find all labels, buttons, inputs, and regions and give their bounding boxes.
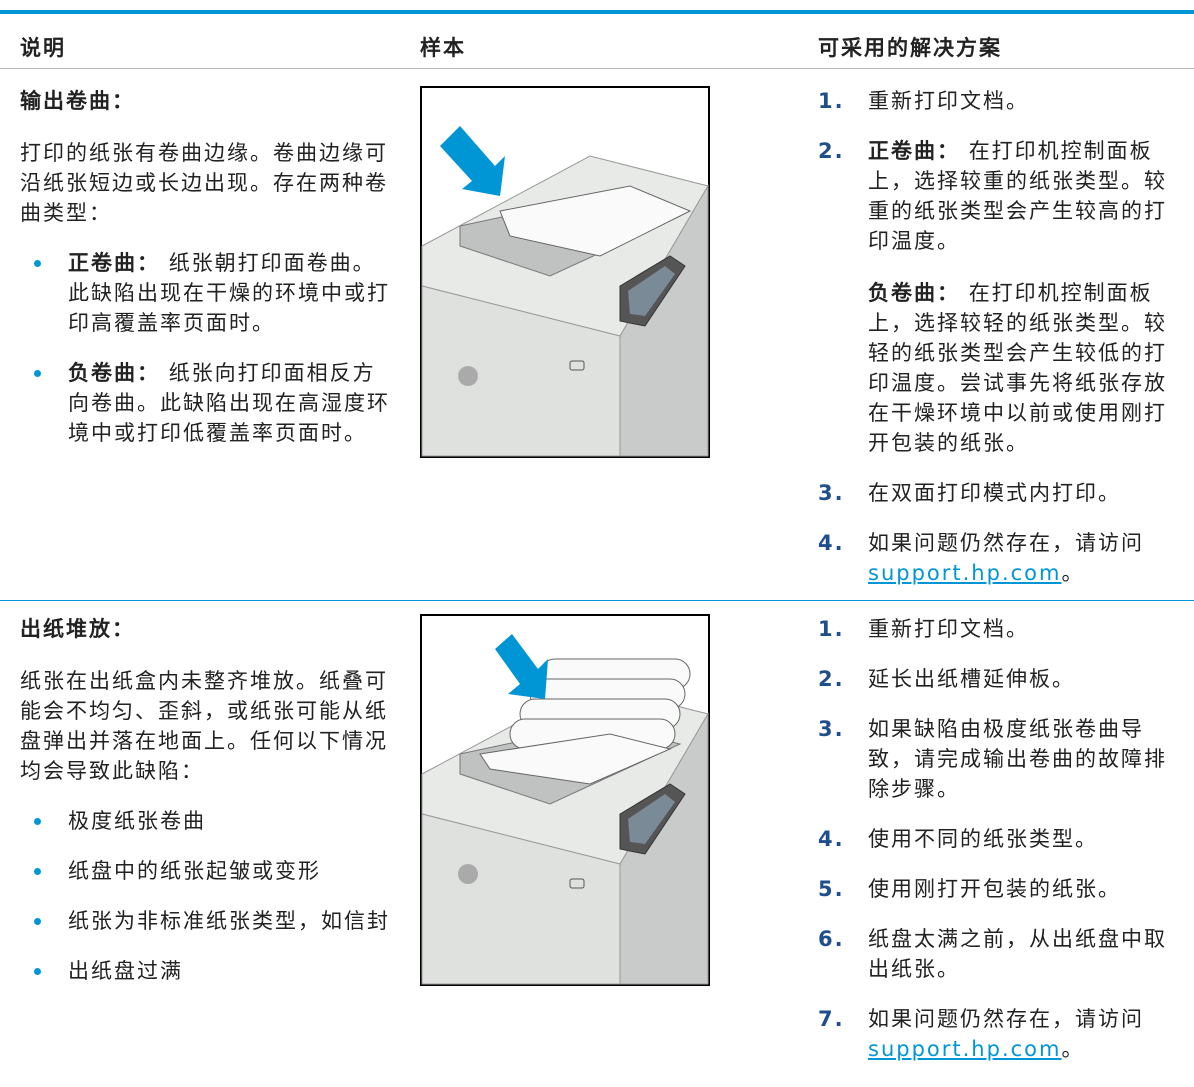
solutions-cell: 1. 重新打印文档。 2. 延长出纸槽延伸板。 3. 如果缺陷由极度纸张卷曲导致，请完… — [818, 614, 1188, 1084]
step: 2. 正卷曲： 在打印机控制面板上，选择较重的纸张类型。较重的纸张类型会产生较高的… — [818, 136, 1188, 458]
step: 1. 重新打印文档。 — [818, 86, 1188, 116]
step-number: 5. — [818, 877, 845, 901]
bullet: 纸盘中的纸张起皱或变形 — [20, 856, 390, 886]
bullet: 纸张为非标准纸张类型，如信封 — [20, 906, 390, 936]
step-number: 7. — [818, 1007, 845, 1031]
top-rule — [0, 10, 1194, 14]
bullet-text: 纸张朝打印面卷曲。此缺陷出现在干燥的环境中或打印高覆盖率页面时。 — [68, 251, 390, 335]
row-title: 输出卷曲： — [20, 89, 135, 113]
step-text: 纸盘太满之前，从出纸盘中取出纸张。 — [868, 927, 1167, 981]
description-cell: 出纸堆放： 纸张在出纸盒内未整齐堆放。纸叠可能会不均匀、歪斜，或纸张可能从纸盘弹… — [20, 614, 388, 1006]
step-text: 如果缺陷由极度纸张卷曲导致，请完成输出卷曲的故障排除步骤。 — [868, 717, 1167, 801]
step-text: 使用刚打开包装的纸张。 — [868, 877, 1121, 901]
step-label: 负卷曲： — [868, 281, 960, 305]
intro: 纸张在出纸盒内未整齐堆放。纸叠可能会不均匀、歪斜，或纸张可能从纸盘弹出并落在地面… — [20, 669, 388, 783]
step: 5. 使用刚打开包装的纸张。 — [818, 874, 1188, 904]
step: 2. 延长出纸槽延伸板。 — [818, 664, 1188, 694]
step-number: 2. — [818, 139, 845, 163]
step-text: 。 — [1061, 1037, 1085, 1061]
step-text: 在打印机控制面板上，选择较重的纸张类型。较重的纸张类型会产生较高的打印温度。 — [868, 139, 1167, 253]
step-text: 。 — [1061, 561, 1085, 585]
solutions-cell: 1. 重新打印文档。 2. 正卷曲： 在打印机控制面板上，选择较重的纸张类型。较重的… — [818, 86, 1188, 608]
sample-cell — [420, 86, 710, 458]
step-number: 4. — [818, 531, 845, 555]
step: 1. 重新打印文档。 — [818, 614, 1188, 644]
step: 3. 如果缺陷由极度纸张卷曲导致，请完成输出卷曲的故障排除步骤。 — [818, 714, 1188, 804]
step-number: 6. — [818, 927, 845, 951]
step-text: 如果问题仍然存在，请访问 — [868, 1007, 1144, 1031]
step-number: 4. — [818, 827, 845, 851]
step-text: 如果问题仍然存在，请访问 — [868, 531, 1144, 555]
row-title: 出纸堆放： — [20, 617, 135, 641]
column-header: 说明 — [20, 36, 66, 60]
step: 3. 在双面打印模式内打印。 — [818, 478, 1188, 508]
bullet: 极度纸张卷曲 — [20, 806, 390, 836]
table-header: 说明 样本 可采用的解决方案 — [0, 28, 1194, 69]
step: 7. 如果问题仍然存在，请访问 support.hp.com。 — [818, 1004, 1188, 1064]
bullet: 负卷曲： 纸张向打印面相反方向卷曲。此缺陷出现在高湿度环境中或打印低覆盖率页面时… — [20, 358, 390, 448]
step-number: 3. — [818, 717, 845, 741]
description-cell: 输出卷曲： 打印的纸张有卷曲边缘。卷曲边缘可沿纸张短边或长边出现。存在两种卷曲类… — [20, 86, 388, 468]
step-text: 重新打印文档。 — [868, 89, 1029, 113]
step-number: 1. — [818, 89, 845, 113]
step: 4. 如果问题仍然存在，请访问 support.hp.com。 — [818, 528, 1188, 588]
step-text: 重新打印文档。 — [868, 617, 1029, 641]
sample-cell — [420, 614, 710, 986]
step-text: 在打印机控制面板上，选择较轻的纸张类型。较轻的纸张类型会产生较低的打印温度。尝试… — [868, 281, 1167, 455]
bullet: 正卷曲： 纸张朝打印面卷曲。此缺陷出现在干燥的环境中或打印高覆盖率页面时。 — [20, 248, 390, 338]
step: 4. 使用不同的纸张类型。 — [818, 824, 1188, 854]
step-number: 1. — [818, 617, 845, 641]
bullet: 出纸盘过满 — [20, 956, 390, 986]
step-number: 3. — [818, 481, 845, 505]
bullet-label: 负卷曲： — [68, 361, 160, 385]
step: 6. 纸盘太满之前，从出纸盘中取出纸张。 — [818, 924, 1188, 984]
bullet-text: 纸张向打印面相反方向卷曲。此缺陷出现在高湿度环境中或打印低覆盖率页面时。 — [68, 361, 390, 445]
step-label: 正卷曲： — [868, 139, 960, 163]
step-text: 使用不同的纸张类型。 — [868, 827, 1098, 851]
sample-image — [420, 86, 710, 458]
bullet-label: 正卷曲： — [68, 251, 160, 275]
column-header: 样本 — [420, 36, 466, 60]
column-header: 可采用的解决方案 — [818, 36, 1002, 60]
step-text: 延长出纸槽延伸板。 — [868, 667, 1075, 691]
row-separator — [0, 600, 1194, 601]
step-text: 在双面打印模式内打印。 — [868, 481, 1121, 505]
sample-image — [420, 614, 710, 986]
step-number: 2. — [818, 667, 845, 691]
step-sub: 负卷曲： 在打印机控制面板上，选择较轻的纸张类型。较轻的纸张类型会产生较低的打印… — [868, 278, 1188, 458]
intro: 打印的纸张有卷曲边缘。卷曲边缘可沿纸张短边或长边出现。存在两种卷曲类型： — [20, 141, 388, 225]
support-link[interactable]: support.hp.com — [868, 561, 1062, 585]
support-link[interactable]: support.hp.com — [868, 1037, 1062, 1061]
